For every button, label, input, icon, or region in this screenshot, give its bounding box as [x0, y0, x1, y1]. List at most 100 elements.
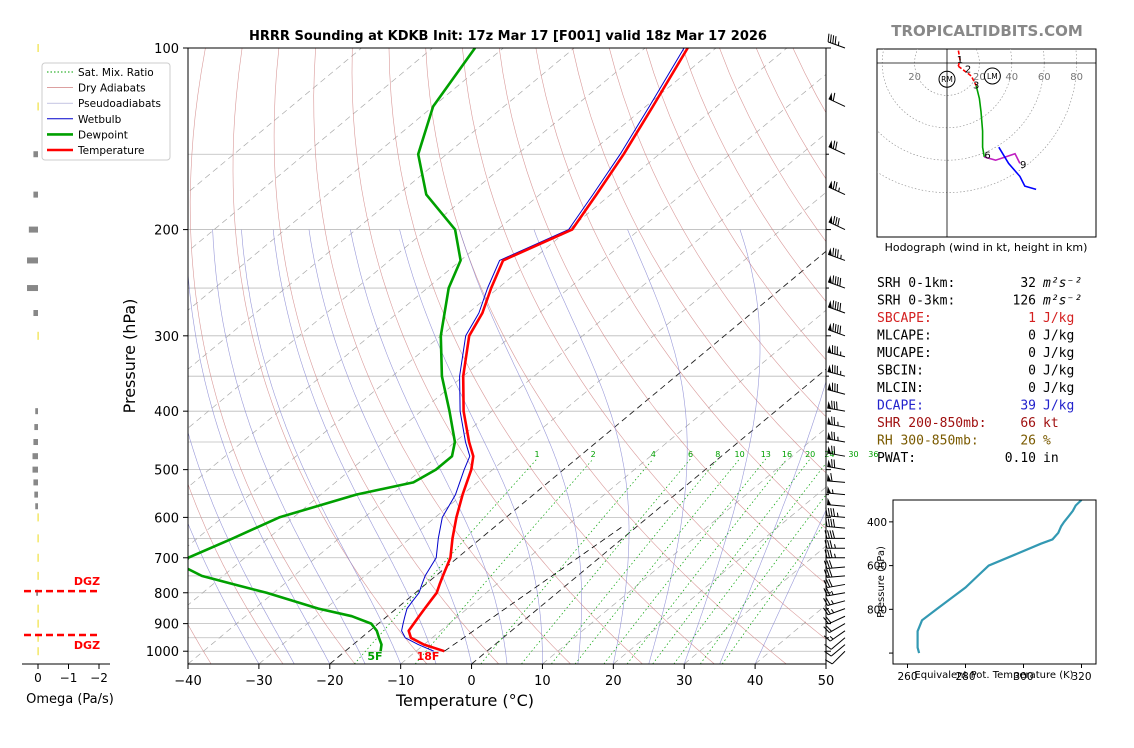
- omega-tick-label: 0: [34, 671, 42, 685]
- theta-e-x-tick-label: 320: [1071, 671, 1091, 683]
- theta-e-y-tick-label: 400: [867, 517, 887, 529]
- x-tick-label: −40: [174, 674, 201, 689]
- index-label: MLCAPE:: [877, 329, 932, 344]
- skewt-background: [188, 48, 826, 664]
- mixing-ratio-label: 36: [868, 450, 878, 459]
- dry-adiabat: [462, 48, 826, 640]
- mixing-ratio-label: 4: [651, 450, 656, 459]
- index-value: 39: [1020, 399, 1036, 414]
- index-label: MUCAPE:: [877, 346, 932, 361]
- omega-bar: [33, 439, 38, 446]
- hodograph-segment: [998, 146, 1037, 191]
- isotherm: [188, 48, 433, 252]
- theta-e-x-tick-label: 260: [897, 671, 917, 683]
- x-tick-label: 30: [676, 674, 693, 689]
- x-tick-label: 10: [534, 674, 551, 689]
- index-value: 0: [1028, 329, 1036, 344]
- legend-label: Sat. Mix. Ratio: [78, 67, 154, 79]
- surface-temp-label: 18F: [417, 650, 440, 663]
- wind-barbs: [823, 33, 846, 665]
- y-tick-label: 900: [154, 618, 179, 633]
- index-unit: kt: [1043, 416, 1059, 431]
- wind-barb: [828, 140, 846, 155]
- mixing-ratio-line: [721, 521, 826, 664]
- omega-bar: [33, 479, 38, 486]
- dry-adiabat: [572, 48, 826, 474]
- isotherm: [188, 48, 362, 193]
- index-row: SRH 0-1km: 32 m²s⁻²: [877, 276, 1082, 291]
- x-tick-label: 0: [467, 674, 475, 689]
- y-tick-label: 400: [154, 405, 179, 420]
- omega-bar: [37, 331, 39, 340]
- legend-box: [41, 62, 171, 161]
- hodograph-height-label: 3: [973, 81, 979, 92]
- y-tick-label: 1000: [146, 645, 179, 660]
- wind-barb: [824, 644, 846, 657]
- x-tick-label: 50: [818, 674, 835, 689]
- mixing-ratio-label: 30: [848, 450, 858, 459]
- theta-e-line: [916, 500, 1083, 654]
- chart-title: HRRR Sounding at KDKB Init: 17z Mar 17 […: [249, 29, 767, 44]
- dry-adiabat: [425, 48, 787, 664]
- index-row: SHR 200-850mb: 66 kt: [877, 416, 1059, 431]
- mixing-ratio-label: 16: [782, 450, 792, 459]
- y-tick-label: 200: [154, 224, 179, 239]
- mixing-ratio-labels: 1 2 4 6 8 10 13 16 20 24 30 36: [534, 450, 878, 459]
- index-unit: m²s⁻²: [1042, 294, 1082, 309]
- index-label: SBCIN:: [877, 364, 924, 379]
- pseudoadiabat: [188, 431, 295, 664]
- index-row: PWAT: 0.10 in: [877, 451, 1059, 466]
- pseudoadiabat: [459, 229, 582, 664]
- hodograph-frame: [876, 48, 1097, 238]
- hodograph-caption: Hodograph (wind in kt, height in km): [885, 241, 1088, 254]
- isotherm: [542, 427, 826, 664]
- wetbulb-line: [401, 48, 685, 652]
- wind-barb: [823, 569, 846, 578]
- theta-e-xlabel: Equivalent Pot. Temperature (K): [914, 670, 1073, 681]
- x-tick-label: −10: [387, 674, 414, 689]
- omega-bar: [34, 424, 38, 431]
- mixing-ratio-line: [626, 458, 788, 664]
- omega-bar: [37, 633, 39, 642]
- index-unit: in: [1043, 451, 1059, 466]
- index-label: SRH 0-3km:: [877, 294, 955, 309]
- wind-barb: [827, 247, 846, 261]
- omega-bar: [33, 310, 38, 317]
- y-tick-label: 600: [154, 511, 179, 526]
- omega-xlabel: Omega (Pa/s): [26, 692, 114, 707]
- wind-barb: [827, 33, 846, 49]
- wind-barb: [827, 400, 846, 412]
- index-label: DCAPE:: [877, 399, 924, 414]
- wind-barb: [827, 364, 846, 377]
- legend-label: Dewpoint: [78, 129, 128, 141]
- legend-label: Wetbulb: [78, 114, 122, 126]
- mixing-ratio-label: 10: [735, 450, 745, 459]
- dry-adiabat: [388, 48, 715, 664]
- pseudoadiabat: [399, 229, 543, 664]
- pseudoadiabat: [308, 229, 472, 664]
- wind-barb: [827, 431, 846, 443]
- wind-barb: [827, 486, 846, 496]
- wind-barb: [823, 597, 846, 606]
- omega-bar: [35, 503, 38, 510]
- index-value: 0.10: [1005, 451, 1036, 466]
- omega-bar: [37, 102, 39, 111]
- omega-bar: [33, 151, 38, 158]
- wind-barb: [827, 416, 846, 428]
- index-row: SBCIN: 0 J/kg: [877, 364, 1074, 379]
- index-unit: J/kg: [1043, 329, 1074, 344]
- mixing-ratio-label: 2: [591, 450, 596, 459]
- wind-barb: [827, 300, 846, 314]
- hodograph-tick-label: 80: [1070, 72, 1083, 83]
- isotherm: [683, 545, 826, 664]
- parcel-path: [444, 525, 624, 652]
- mixing-ratio-line: [521, 458, 691, 664]
- dry-adiabat: [313, 48, 571, 664]
- legend-label: Temperature: [77, 145, 145, 157]
- hodograph-height-label: 9: [1020, 160, 1026, 171]
- isotherm: [188, 48, 717, 488]
- isotherm: [613, 486, 826, 664]
- index-row: MUCAPE: 0 J/kg: [877, 346, 1074, 361]
- mixing-ratio-line: [603, 458, 767, 664]
